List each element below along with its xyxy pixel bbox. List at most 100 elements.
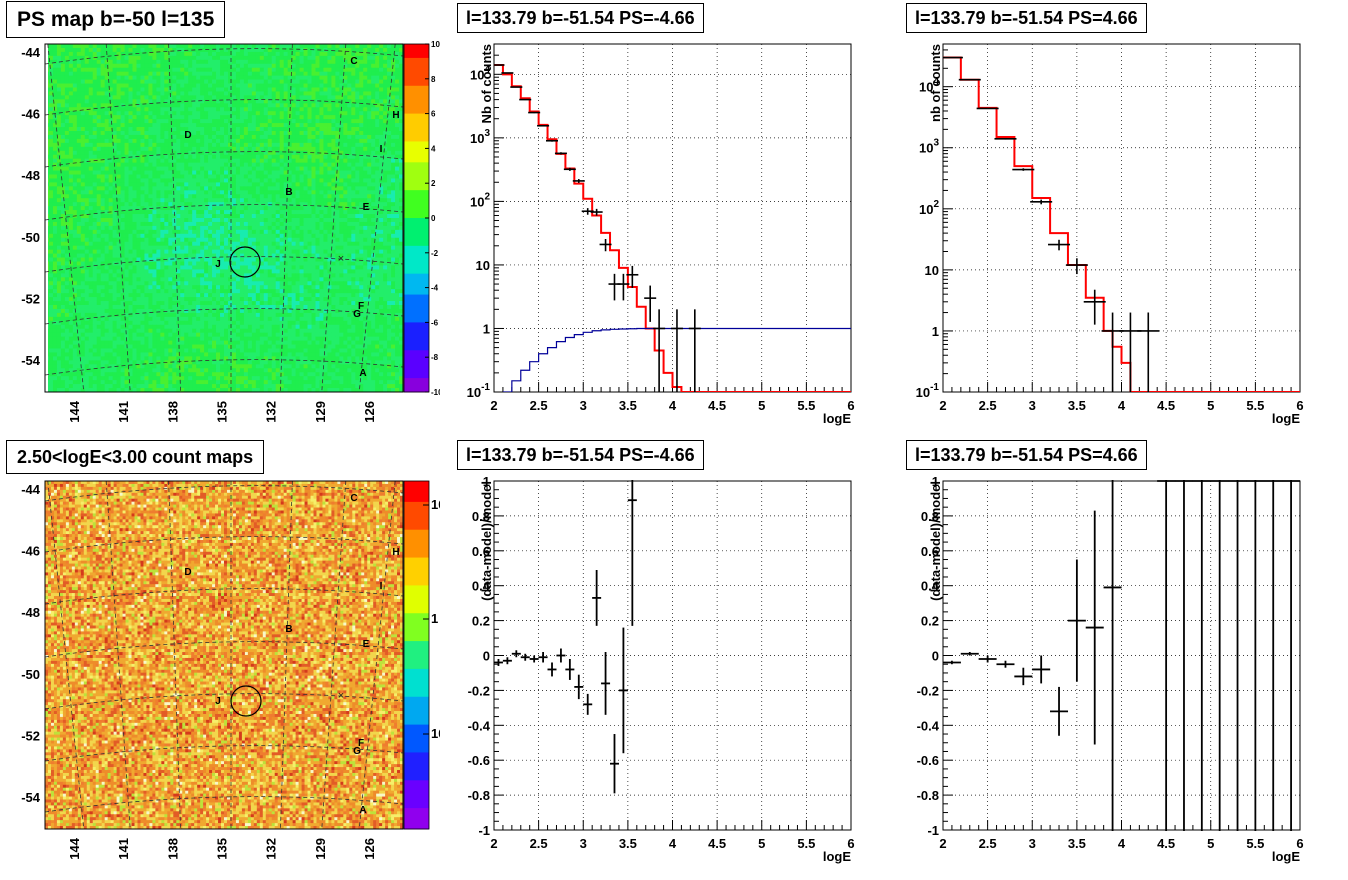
x-tick-label: 2: [939, 398, 946, 413]
colorbar-band: [404, 502, 429, 509]
x-axis-label: logE: [823, 849, 851, 864]
x-tick-label: 4.5: [1157, 836, 1175, 851]
data-point: [994, 138, 1016, 139]
map-y-tick-label: -48: [21, 168, 40, 183]
colorbar-tick-label: -8: [431, 353, 439, 362]
y-tick-label: 0: [932, 649, 939, 664]
residual-point: [512, 650, 521, 657]
residual-point: [548, 662, 557, 676]
map-y-tick-label: -44: [21, 482, 41, 497]
colorbar-band: [404, 801, 429, 808]
data-point: [546, 140, 558, 142]
colorbar-band: [404, 183, 429, 190]
colorbar-band: [404, 121, 429, 128]
colorbar-band: [404, 648, 429, 655]
source-label-c: C: [350, 56, 357, 67]
colorbar-band: [404, 578, 429, 585]
map-y-tick-label: -52: [21, 291, 40, 306]
heatmap-cells: [45, 481, 403, 829]
source-label-b: B: [285, 187, 292, 198]
colorbar-band: [404, 176, 429, 183]
data-point: [689, 309, 701, 392]
colorbar-band: [404, 107, 429, 114]
colorbar-band: [404, 808, 429, 815]
colorbar-band: [404, 523, 429, 530]
residual-point: [1211, 446, 1229, 865]
colorbar-tick-label: 10: [431, 40, 440, 49]
colorbar-band: [404, 128, 429, 135]
colorbar-band: [404, 641, 429, 648]
colorbar-band: [404, 766, 429, 773]
x-tick-label: 2: [939, 836, 946, 851]
map-x-tick-label: 135: [215, 401, 230, 423]
colorbar-band: [404, 773, 429, 780]
colorbar-band: [404, 662, 429, 669]
colorbar-band: [404, 592, 429, 599]
x-tick-label: 3.5: [619, 398, 637, 413]
source-label-e: E: [363, 639, 370, 650]
colorbar-band: [404, 93, 429, 100]
heatmap-cells: [45, 44, 403, 392]
colorbar-band: [404, 72, 429, 79]
colorbar-band: [404, 336, 429, 343]
colorbar-band: [404, 565, 429, 572]
map-y-tick-label: -54: [21, 353, 41, 368]
data-point: [1048, 240, 1070, 251]
map-x-tick-label: 126: [362, 401, 377, 423]
colorbar-band: [404, 488, 429, 495]
x-tick-label: 4: [1118, 398, 1126, 413]
x-tick-label: 4: [669, 836, 677, 851]
colorbar-band: [404, 204, 429, 211]
source-label-b: B: [285, 624, 292, 635]
y-tick-label: 103: [919, 138, 939, 156]
map-plot: [45, 481, 403, 829]
source-label-g: G: [353, 309, 361, 320]
map-x-tick-label: 144: [67, 837, 82, 859]
map-y-tick-label: -44: [21, 45, 41, 60]
colorbar-band: [404, 288, 429, 295]
colorbar-band: [404, 253, 429, 260]
colorbar-tick-label: 8: [431, 75, 436, 84]
colorbar-tick-label: -6: [431, 318, 439, 327]
source-label-a: A: [359, 368, 366, 379]
colorbar-tick-label: 10-1: [431, 723, 440, 741]
map-x-tick-label: 129: [313, 838, 328, 860]
colorbar-band: [404, 371, 429, 378]
colorbar-band: [404, 225, 429, 232]
colorbar-band: [404, 79, 429, 86]
residual-point: [1086, 511, 1104, 745]
x-tick-label: 2.5: [530, 836, 548, 851]
map-x-tick-label: 141: [116, 401, 131, 423]
y-tick-label: -0.8: [917, 788, 939, 803]
colorbar-band: [404, 718, 429, 725]
x-tick-label: 3.5: [1068, 398, 1086, 413]
colorbar-band: [404, 697, 429, 704]
x-tick-label: 3: [1029, 836, 1036, 851]
x-tick-label: 5.5: [797, 398, 815, 413]
data-point: [501, 73, 513, 74]
x-tick-label: 4.5: [708, 836, 726, 851]
residual-point: [1050, 687, 1068, 736]
x-tick-label: 5: [758, 398, 765, 413]
colorbar-band: [404, 302, 429, 309]
x-tick-label: 2.5: [979, 398, 997, 413]
residual-point: [521, 654, 530, 661]
colorbar-band: [404, 732, 429, 739]
colorbar-band: [404, 794, 429, 801]
colorbar-band: [404, 620, 429, 627]
map-plot: [45, 44, 403, 392]
y-tick-label: 102: [919, 199, 939, 217]
residual-point: [503, 657, 512, 664]
x-tick-label: 2: [490, 836, 497, 851]
residual-neg-title: l=133.79 b=-51.54 PS=-4.66: [457, 440, 704, 470]
colorbar-band: [404, 704, 429, 711]
map-x-tick-label: 144: [67, 400, 82, 422]
data-point: [1137, 313, 1159, 392]
colorbar-tick-label: -2: [431, 249, 439, 258]
x-tick-label: 4.5: [708, 398, 726, 413]
residual-point: [1175, 446, 1193, 865]
residual-point: [628, 446, 637, 626]
